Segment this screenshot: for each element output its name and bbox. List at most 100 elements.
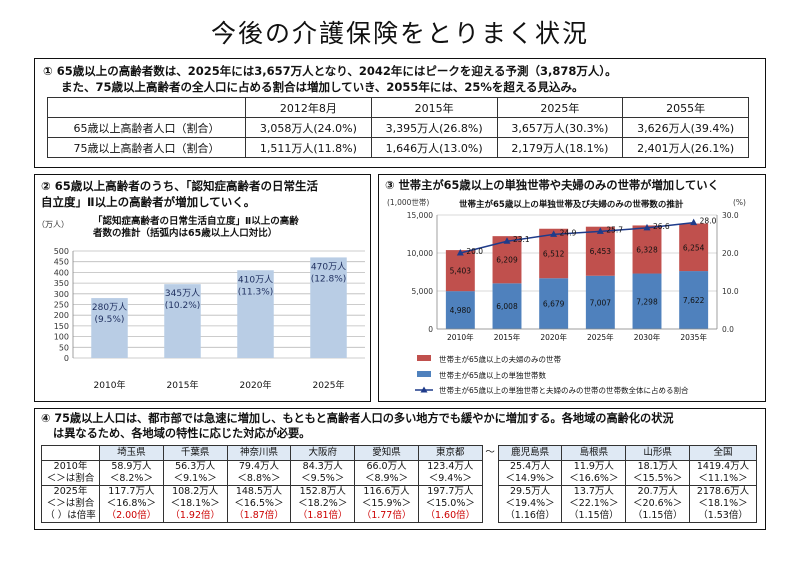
bar-single bbox=[585, 275, 615, 329]
pref-header: 神奈川県 bbox=[226, 445, 292, 461]
bar-single bbox=[679, 271, 709, 329]
table-row: 2025年 ＜＞は割合 （ ）は倍率 117.7万人 ＜16.8%＞ （2.00倍）… bbox=[41, 485, 757, 523]
ratio-label: 24.9 bbox=[560, 228, 577, 237]
ratio-line bbox=[460, 221, 694, 254]
cell-ratio: ＜9.4%＞ bbox=[428, 473, 472, 484]
pref-header: 山形県 bbox=[625, 445, 691, 461]
table-cell: 108.2万人 ＜18.1%＞ （1.92倍） bbox=[162, 485, 228, 523]
dementia-bar-chart: 「認知症高齢者の日常生活自立度」Ⅱ以上の高齢 者数の推計（括弧内は65歳以上人口… bbox=[37, 215, 365, 391]
cell-ratio: ＜14.9%＞ bbox=[505, 473, 555, 484]
bar-value-label: 345万人 bbox=[165, 288, 200, 299]
row-label: 2025年 ＜＞は割合 （ ）は倍率 bbox=[41, 485, 100, 523]
cell-ratio: ＜8.2%＞ bbox=[109, 473, 153, 484]
cell-value: 117.7万人 bbox=[108, 486, 155, 497]
y-axis-unit: (1,000世帯) bbox=[387, 197, 429, 207]
cell-ratio: ＜15.5%＞ bbox=[633, 473, 683, 484]
legend-swatch-single bbox=[417, 371, 431, 377]
table-cell: 3,626万人(39.4%) bbox=[622, 117, 749, 138]
bar-single bbox=[539, 278, 569, 329]
cell-value: 84.3万人 bbox=[302, 461, 343, 472]
table-row: 65歳以上高齢者人口（割合） 3,058万人(24.0%) 3,395万人(26… bbox=[47, 117, 749, 138]
row-label: 75歳以上高齢者人口（割合） bbox=[47, 137, 246, 158]
legend-entry: 世帯主が65歳以上の夫婦のみの世帯 bbox=[439, 354, 562, 364]
x-tick-label: 2010年 bbox=[94, 379, 126, 391]
pref-header: 鹿児島県 bbox=[497, 445, 563, 461]
cell-value: 29.5万人 bbox=[510, 486, 551, 497]
x-tick-label: 2015年 bbox=[167, 379, 199, 391]
bar-pct-label: (9.5%) bbox=[95, 315, 125, 325]
table-header: 2015年 bbox=[370, 97, 498, 118]
cell-value: 123.4万人 bbox=[427, 461, 474, 472]
bar-value-label: 470万人 bbox=[311, 261, 346, 272]
ratio-label: 23.1 bbox=[513, 235, 530, 244]
y-tick-label: 0 bbox=[64, 354, 69, 363]
y2-tick-label: 0.0 bbox=[722, 325, 734, 334]
chart-title: 世帯主が65歳以上の単独世帯及び夫婦のみの世帯数の推計 bbox=[459, 199, 684, 210]
table-cell: 3,395万人(26.8%) bbox=[370, 117, 498, 138]
bar bbox=[310, 257, 347, 358]
y-tick-label: 15,000 bbox=[407, 211, 433, 220]
x-tick-label: 2020年 bbox=[540, 332, 567, 342]
table-cell: 2,179万人(18.1%) bbox=[496, 137, 624, 158]
cell-value: 56.3万人 bbox=[175, 461, 216, 472]
section-4-lead-line-1: ④ 75歳以上人口は、都市部では急速に増加し、もともと高齢者人口の多い地方でも緩… bbox=[41, 412, 674, 425]
y-tick-label: 250 bbox=[54, 301, 69, 310]
cell-value: 152.8万人 bbox=[299, 486, 346, 497]
x-tick-label: 2015年 bbox=[494, 332, 521, 342]
bar-value-label: 280万人 bbox=[92, 302, 127, 313]
section-3-lead: ③ 世帯主が65歳以上の単独世帯や夫婦のみの世帯が増加していく bbox=[385, 179, 719, 192]
y-tick-label: 50 bbox=[59, 343, 69, 352]
cell-multiplier: （1.15倍） bbox=[632, 510, 683, 521]
row-label-note: （ ）は倍率 bbox=[45, 510, 96, 521]
cell-value: 197.7万人 bbox=[427, 486, 474, 497]
y2-tick-label: 30.0 bbox=[722, 211, 739, 220]
y-tick-label: 150 bbox=[54, 322, 69, 331]
section-4-lead-line-2: は異なるため、各地域の特性に応じた対応が必要。 bbox=[53, 427, 311, 440]
regional-elderly-table: 埼玉県 千葉県 神奈川県 大阪府 愛知県 東京都〜鹿児島県 島根県 山形県 全国 2010年 ＜… bbox=[41, 445, 757, 523]
table-header-row: 埼玉県 千葉県 神奈川県 大阪府 愛知県 東京都〜鹿児島県 島根県 山形県 全国 bbox=[41, 445, 757, 461]
cell-ratio: ＜15.9%＞ bbox=[361, 498, 412, 509]
y-tick-label: 450 bbox=[54, 258, 69, 267]
pref-header: 千葉県 bbox=[162, 445, 228, 461]
chart-title-line-1: 「認知症高齢者の日常生活自立度」Ⅱ以上の高齢 bbox=[93, 215, 299, 227]
table-cell: 2178.6万人 ＜18.1%＞ （1.53倍） bbox=[689, 485, 757, 523]
section-2-lead-line-1: ② 65歳以上高齢者のうち、「認知症高齢者の日常生活 bbox=[41, 179, 318, 193]
cell-value: 25.4万人 bbox=[510, 461, 551, 472]
table-corner bbox=[47, 97, 246, 118]
bar-couple bbox=[632, 225, 662, 274]
pref-header: 東京都 bbox=[417, 445, 483, 461]
bar-value-label: 410万人 bbox=[238, 274, 273, 285]
table-cell: 1,511万人(11.8%) bbox=[245, 137, 372, 158]
cell-ratio: ＜18.1%＞ bbox=[698, 498, 748, 509]
ratio-label: 20.0 bbox=[466, 247, 483, 256]
section-2: ② 65歳以上高齢者のうち、「認知症高齢者の日常生活 自立度」Ⅱ以上の高齢者が増… bbox=[34, 174, 371, 402]
bar-couple bbox=[445, 250, 475, 292]
cell-value: 108.2万人 bbox=[172, 486, 219, 497]
ratio-marker bbox=[503, 237, 511, 244]
cell-value: 148.5万人 bbox=[235, 486, 283, 497]
table-cell: 3,058万人(24.0%) bbox=[245, 117, 372, 138]
table-header: 2012年8月 bbox=[245, 97, 372, 118]
y-tick-label: 10,000 bbox=[407, 249, 433, 258]
table-header: 2055年 bbox=[622, 97, 749, 118]
bar-value-label: 6,254 bbox=[683, 243, 705, 252]
cell-multiplier: （1.77倍） bbox=[361, 510, 412, 521]
bar-pct-label: (10.2%) bbox=[165, 301, 201, 311]
cell-ratio: ＜16.6%＞ bbox=[569, 473, 619, 484]
pref-header: 愛知県 bbox=[354, 445, 419, 461]
section-3: ③ 世帯主が65歳以上の単独世帯や夫婦のみの世帯が増加していく (1,000世帯… bbox=[378, 174, 766, 402]
x-tick-label: 2020年 bbox=[240, 379, 272, 391]
cell-ratio: ＜8.9%＞ bbox=[364, 473, 409, 484]
y-tick-label: 5,000 bbox=[412, 287, 434, 296]
table-cell: 117.7万人 ＜16.8%＞ （2.00倍） bbox=[99, 485, 164, 523]
bar-single bbox=[445, 291, 475, 329]
x-tick-label: 2025年 bbox=[313, 379, 345, 391]
households-chart: (1,000世帯) (%) 世帯主が65歳以上の単独世帯及び夫婦のみの世帯数の推… bbox=[387, 197, 746, 395]
cell-multiplier: （1.87倍） bbox=[234, 510, 284, 521]
cell-ratio: ＜9.1%＞ bbox=[173, 473, 217, 484]
cell-multiplier: （2.00倍） bbox=[106, 510, 157, 521]
ratio-label: 26.6 bbox=[653, 222, 670, 231]
table-cell: 148.5万人 ＜16.5%＞ （1.87倍） bbox=[226, 485, 292, 523]
row-label-year: 2010年 bbox=[53, 461, 88, 472]
cell-ratio: ＜22.1%＞ bbox=[569, 498, 619, 509]
